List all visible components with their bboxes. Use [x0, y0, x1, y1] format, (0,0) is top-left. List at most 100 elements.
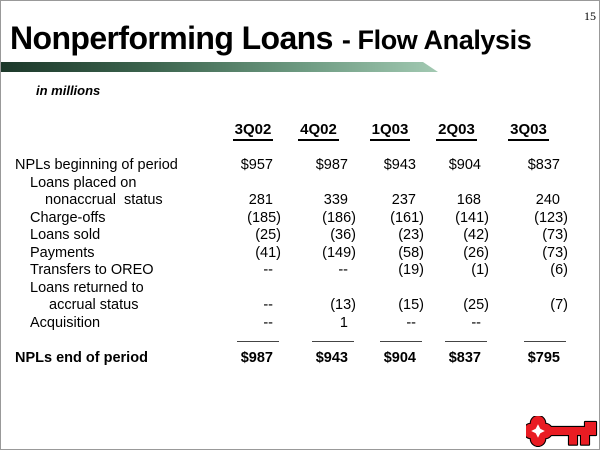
table-row: nonaccrual status 281 339 237 168 240: [15, 192, 568, 210]
sum-rule: [312, 341, 354, 342]
column-header: 4Q02: [298, 122, 339, 141]
value-cell: 1: [339, 314, 348, 331]
row-label: Loans sold: [30, 227, 101, 243]
value-cell: (1): [471, 262, 489, 278]
row-label: Charge-offs: [30, 209, 106, 226]
row-label: nonaccrual status: [45, 192, 163, 208]
sum-rule: [524, 341, 566, 342]
row-label: NPLs end of period: [15, 349, 148, 366]
value-cell: 240: [535, 192, 560, 208]
value-cell: (25): [255, 227, 281, 243]
value-cell: $943: [315, 349, 348, 366]
page-title: Nonperforming Loans - Flow Analysis: [10, 20, 532, 62]
table-header-row: 3Q02 4Q02 1Q03 2Q03 3Q03: [15, 122, 568, 141]
value-cell: $957: [240, 157, 273, 173]
value-cell: (19): [398, 262, 424, 278]
value-cell: (15): [398, 297, 424, 313]
value-cell: 237: [391, 192, 416, 208]
value-cell: --: [263, 297, 273, 313]
column-header-cell: 3Q03: [489, 122, 568, 141]
page-number: 15: [584, 9, 596, 23]
row-label: Loans placed on: [30, 174, 137, 191]
value-cell: 168: [456, 192, 481, 208]
column-header-cell: 4Q02: [281, 122, 356, 141]
table-row: Loans returned to: [15, 280, 568, 298]
value-cell: [424, 175, 489, 193]
header-spacer: [15, 122, 225, 141]
value-cell: (186): [322, 209, 356, 226]
sum-rule: [237, 341, 279, 342]
value-cell: $943: [383, 157, 416, 173]
sum-rule: [380, 341, 422, 342]
column-header-cell: 2Q03: [424, 122, 489, 141]
units-label: in millions: [36, 83, 101, 98]
value-cell: (161): [390, 209, 424, 226]
row-label: Transfers to OREO: [30, 262, 154, 278]
value-cell: [489, 315, 568, 333]
value-cell: 281: [248, 192, 273, 208]
column-header: 2Q03: [436, 122, 477, 141]
value-cell: (26): [463, 244, 489, 261]
value-cell: (36): [330, 227, 356, 243]
table-row: Loans placed on: [15, 175, 568, 193]
row-label: Loans returned to: [30, 279, 144, 296]
value-cell: [489, 280, 568, 298]
value-cell: (141): [455, 209, 489, 226]
column-header: 3Q03: [508, 122, 549, 141]
table-row: Acquisition -- 1 -- --: [15, 315, 568, 333]
value-cell: [356, 280, 424, 298]
column-header: 1Q03: [369, 122, 411, 141]
value-cell: (13): [330, 297, 356, 313]
sum-rule-row: [15, 332, 568, 350]
value-cell: (41): [255, 244, 281, 261]
value-cell: (149): [322, 244, 356, 261]
value-cell: --: [263, 262, 273, 278]
table-row: Payments (41) (149) (58) (26) (73): [15, 245, 568, 263]
row-label: Payments: [30, 244, 95, 261]
title-main: Nonperforming Loans: [10, 20, 333, 56]
star-cutout: [531, 424, 545, 438]
value-cell: (25): [463, 297, 489, 313]
value-cell: [225, 175, 281, 193]
value-cell: (23): [398, 227, 424, 243]
title-accent-bar: [1, 62, 438, 72]
row-label: Acquisition: [30, 314, 101, 331]
value-cell: (73): [542, 227, 568, 243]
table-row: accrual status -- (13) (15) (25) (7): [15, 297, 568, 315]
table-body: NPLs beginning of period $957 $987 $943 $904…: [15, 157, 568, 350]
table-row: Charge-offs (185) (186) (161) (141) (123): [15, 210, 568, 228]
row-label: accrual status: [49, 297, 139, 313]
table-row: Loans sold (25) (36) (23) (42) (73): [15, 227, 568, 245]
value-cell: [225, 280, 281, 298]
column-header-cell: 3Q02: [225, 122, 281, 141]
value-cell: (58): [398, 244, 424, 261]
flow-analysis-table: 3Q02 4Q02 1Q03 2Q03 3Q03 NPLs beginning of p…: [15, 122, 568, 367]
column-header-cell: 1Q03: [356, 122, 424, 141]
value-cell: $904: [383, 349, 416, 366]
key-logo: [526, 416, 598, 447]
value-cell: (123): [534, 209, 568, 226]
value-cell: (73): [542, 244, 568, 261]
value-cell: $987: [315, 157, 348, 173]
value-cell: $987: [240, 349, 273, 366]
value-cell: (42): [463, 227, 489, 243]
total-row: NPLs end of period $987 $943 $904 $837 $…: [15, 350, 568, 368]
value-cell: [489, 175, 568, 193]
value-cell: $837: [448, 349, 481, 366]
table-row: NPLs beginning of period $957 $987 $943 $904…: [15, 157, 568, 175]
value-cell: --: [338, 262, 348, 278]
value-cell: $837: [527, 157, 560, 173]
value-cell: $795: [527, 349, 560, 366]
value-cell: [281, 175, 356, 193]
sum-rule: [445, 341, 487, 342]
value-cell: [281, 280, 356, 298]
value-cell: (6): [550, 262, 568, 278]
value-cell: --: [263, 314, 273, 331]
value-cell: (185): [247, 209, 281, 226]
value-cell: [424, 280, 489, 298]
value-cell: [356, 175, 424, 193]
value-cell: --: [471, 314, 481, 331]
row-label: NPLs beginning of period: [15, 157, 178, 173]
value-cell: $904: [448, 157, 481, 173]
